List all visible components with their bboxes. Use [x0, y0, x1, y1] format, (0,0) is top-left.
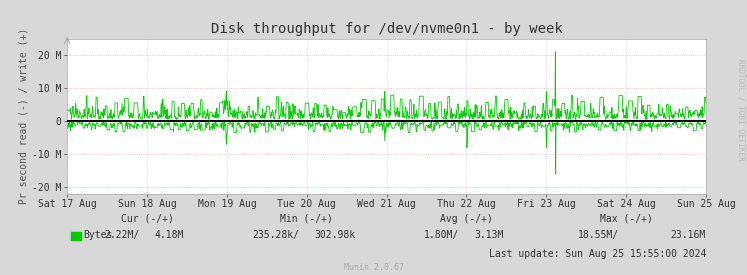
Text: Cur (-/+): Cur (-/+)	[120, 214, 173, 224]
Text: Munin 2.0.67: Munin 2.0.67	[344, 263, 403, 272]
Y-axis label: Pr second read (-) / write (+): Pr second read (-) / write (+)	[18, 28, 28, 204]
Text: 302.98k: 302.98k	[314, 230, 356, 240]
Text: 1.80M/: 1.80M/	[424, 230, 459, 240]
Title: Disk throughput for /dev/nvme0n1 - by week: Disk throughput for /dev/nvme0n1 - by we…	[211, 22, 562, 36]
Text: 4.18M: 4.18M	[155, 230, 184, 240]
Text: Max (-/+): Max (-/+)	[600, 214, 653, 224]
Text: Bytes: Bytes	[84, 230, 113, 240]
Text: 2.22M/: 2.22M/	[105, 230, 140, 240]
Text: Last update: Sun Aug 25 15:55:00 2024: Last update: Sun Aug 25 15:55:00 2024	[489, 249, 706, 259]
Text: Avg (-/+): Avg (-/+)	[440, 214, 493, 224]
Text: 18.55M/: 18.55M/	[577, 230, 619, 240]
Text: 3.13M: 3.13M	[474, 230, 503, 240]
Text: RRDTOOL / TOBI OETIKER: RRDTOOL / TOBI OETIKER	[737, 59, 746, 161]
Text: 23.16M: 23.16M	[671, 230, 706, 240]
Text: Min (-/+): Min (-/+)	[280, 214, 333, 224]
Text: 235.28k/: 235.28k/	[252, 230, 300, 240]
